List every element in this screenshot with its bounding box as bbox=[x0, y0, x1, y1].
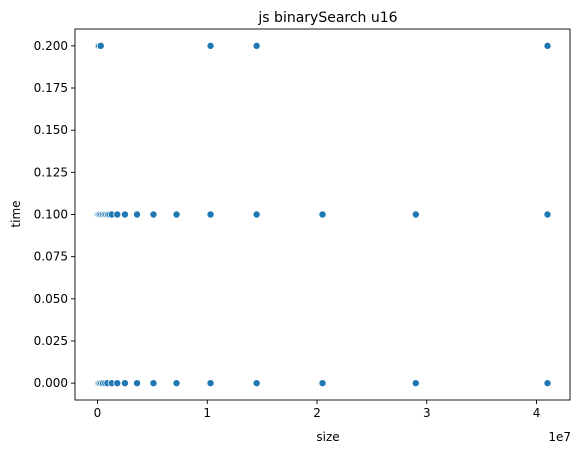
data-point-19 bbox=[318, 379, 327, 388]
data-point-47 bbox=[543, 41, 552, 50]
y-tick-label: 0.125 bbox=[34, 165, 68, 179]
data-point-36 bbox=[172, 210, 181, 219]
x-axis-ticks: 0 1 2 3 4 bbox=[94, 400, 541, 420]
y-tick-label: 0.100 bbox=[34, 208, 68, 222]
data-point-37 bbox=[206, 210, 215, 219]
x-tick-label: 2 bbox=[313, 406, 321, 420]
data-point-44 bbox=[96, 41, 105, 50]
y-tick-label: 0.025 bbox=[34, 334, 68, 348]
x-tick-label: 1 bbox=[203, 406, 211, 420]
y-tick-label: 0.150 bbox=[34, 123, 68, 137]
x-axis-offset-label: 1e7 bbox=[548, 430, 571, 444]
y-axis-label: time bbox=[9, 200, 23, 227]
y-tick-label: 0.175 bbox=[34, 81, 68, 95]
data-point-16 bbox=[172, 379, 181, 388]
data-point-13 bbox=[120, 379, 129, 388]
data-point-39 bbox=[318, 210, 327, 219]
data-point-21 bbox=[543, 379, 552, 388]
y-axis-ticks: 0.000 0.025 0.050 0.075 0.100 0.125 0.150 0.175… bbox=[34, 39, 75, 390]
data-point-12 bbox=[113, 379, 122, 388]
data-point-46 bbox=[252, 41, 261, 50]
x-tick-label: 0 bbox=[94, 406, 102, 420]
x-tick-label: 4 bbox=[533, 406, 541, 420]
data-point-34 bbox=[133, 210, 142, 219]
data-points bbox=[93, 41, 552, 388]
data-point-17 bbox=[206, 379, 215, 388]
data-point-41 bbox=[543, 210, 552, 219]
data-point-18 bbox=[252, 379, 261, 388]
data-point-38 bbox=[252, 210, 261, 219]
x-tick-label: 3 bbox=[423, 406, 431, 420]
y-tick-label: 0.050 bbox=[34, 292, 68, 306]
x-axis-label: size bbox=[316, 430, 339, 444]
data-point-45 bbox=[206, 41, 215, 50]
data-point-32 bbox=[113, 210, 122, 219]
data-point-40 bbox=[411, 210, 420, 219]
y-tick-label: 0.200 bbox=[34, 39, 68, 53]
data-point-14 bbox=[133, 379, 142, 388]
y-tick-label: 0.000 bbox=[34, 376, 68, 390]
data-point-35 bbox=[149, 210, 158, 219]
data-point-20 bbox=[411, 379, 420, 388]
y-tick-label: 0.075 bbox=[34, 250, 68, 264]
data-point-15 bbox=[149, 379, 158, 388]
data-point-33 bbox=[120, 210, 129, 219]
chart-title: js binarySearch u16 bbox=[257, 10, 397, 26]
